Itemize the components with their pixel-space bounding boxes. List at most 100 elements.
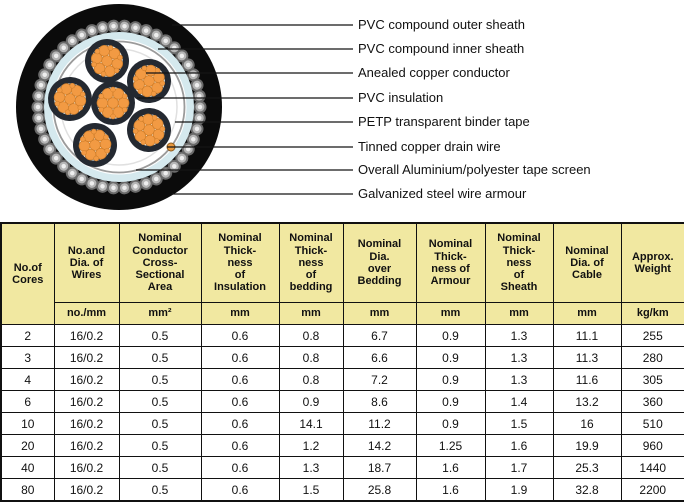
table-cell: 0.6 [200, 324, 280, 347]
table-cell: 0.9 [415, 390, 486, 413]
column-unit-armour-thickness: mm [415, 302, 486, 325]
table-cell: 360 [620, 390, 684, 413]
column-unit-weight: kg/km [620, 302, 684, 325]
table-cell: 13.2 [552, 390, 622, 413]
column-header-weight: Approx. Weight [620, 222, 684, 303]
diagram-label-drain-wire: Tinned copper drain wire [358, 139, 501, 154]
cable-diagram-section: PVC compound outer sheath PVC compound i… [0, 0, 684, 222]
table-cell: 16/0.2 [53, 412, 120, 435]
table-cell: 0.5 [118, 390, 202, 413]
column-header-dia-over-bedding: Nominal Dia. over Bedding [342, 222, 417, 303]
table-cell: 11.1 [552, 324, 622, 347]
column-header-sheath-thickness: Nominal Thick- ness of Sheath [484, 222, 554, 303]
table-cell: 14.1 [278, 412, 344, 435]
table-body: 2 16/0.2 0.5 0.6 0.8 6.7 0.9 1.3 11.1 255 3 16/0.2 0… [0, 324, 684, 502]
column-unit-cable-dia: mm [552, 302, 622, 325]
table-cell: 18.7 [342, 456, 417, 479]
table-cell: 11.3 [552, 346, 622, 369]
table-row: 20 16/0.2 0.5 0.6 1.2 14.2 1.25 1.6 19.9 960 [0, 434, 684, 457]
table-cell: 11.6 [552, 368, 622, 391]
table-cell: 0.8 [278, 346, 344, 369]
table-cell: 0.9 [415, 368, 486, 391]
table-cell: 25.3 [552, 456, 622, 479]
table-cell: 1.3 [484, 324, 554, 347]
table-row: 6 16/0.2 0.5 0.6 0.9 8.6 0.9 1.4 13.2 360 [0, 390, 684, 413]
table-cell: 0.5 [118, 324, 202, 347]
diagram-label-inner-sheath: PVC compound inner sheath [358, 41, 525, 56]
table-cell: 510 [620, 412, 684, 435]
table-cell: 10 [0, 412, 55, 435]
table-cell: 0.6 [200, 478, 280, 502]
table-cell: 1.6 [484, 434, 554, 457]
table-cell: 2 [0, 324, 55, 347]
table-cell: 255 [620, 324, 684, 347]
table-cell: 0.9 [278, 390, 344, 413]
table-cell: 4 [0, 368, 55, 391]
table-cell: 1440 [620, 456, 684, 479]
table-cell: 11.2 [342, 412, 417, 435]
column-unit-cross-section: mm² [118, 302, 202, 325]
table-cell: 1.25 [415, 434, 486, 457]
table-cell: 0.6 [200, 390, 280, 413]
table-cell: 16/0.2 [53, 346, 120, 369]
table-cell: 1.3 [484, 368, 554, 391]
table-cell: 1.5 [278, 478, 344, 502]
column-header-armour-thickness: Nominal Thick- ness of Armour [415, 222, 486, 303]
table-cell: 6.6 [342, 346, 417, 369]
table-cell: 960 [620, 434, 684, 457]
column-unit-dia-over-bedding: mm [342, 302, 417, 325]
table-cell: 7.2 [342, 368, 417, 391]
table-cell: 0.8 [278, 368, 344, 391]
table-cell: 14.2 [342, 434, 417, 457]
column-unit-wires: no./mm [53, 302, 120, 325]
units-row: no./mm mm² mm mm mm mm mm mm kg/km [1, 302, 684, 325]
table-cell: 0.9 [415, 324, 486, 347]
table-cell: 1.3 [278, 456, 344, 479]
table-cell: 0.5 [118, 346, 202, 369]
table-cell: 0.6 [200, 456, 280, 479]
table-row: 3 16/0.2 0.5 0.6 0.8 6.6 0.9 1.3 11.3 280 [0, 346, 684, 369]
table-cell: 305 [620, 368, 684, 391]
table-cell: 0.6 [200, 368, 280, 391]
column-header-cable-dia: Nominal Dia. of Cable [552, 222, 622, 303]
table-cell: 32.8 [552, 478, 622, 502]
table-row: 2 16/0.2 0.5 0.6 0.8 6.7 0.9 1.3 11.1 255 [0, 324, 684, 347]
table-cell: 1.6 [415, 478, 486, 502]
column-header-insulation-thickness: Nominal Thick- ness of Insulation [200, 222, 280, 303]
table-cell: 16/0.2 [53, 324, 120, 347]
leader-lines [136, 24, 353, 195]
table-cell: 0.8 [278, 324, 344, 347]
column-header-cores: No.of Cores [0, 222, 55, 325]
table-cell: 16/0.2 [53, 456, 120, 479]
table-cell: 16/0.2 [53, 478, 120, 502]
table-cell: 0.5 [118, 456, 202, 479]
column-header-cross-section: Nominal Conductor Cross- Sectional Area [118, 222, 202, 303]
diagram-label-binder-tape: PETP transparent binder tape [358, 114, 530, 129]
table-row: 40 16/0.2 0.5 0.6 1.3 18.7 1.6 1.7 25.3 1440 [0, 456, 684, 479]
column-header-bedding-thickness: Nominal Thick- ness of bedding [278, 222, 344, 303]
table-cell: 0.5 [118, 434, 202, 457]
column-unit-sheath-thickness: mm [484, 302, 554, 325]
diagram-label-armour: Galvanized steel wire armour [358, 186, 527, 201]
table-cell: 8.6 [342, 390, 417, 413]
table-cell: 2200 [620, 478, 684, 502]
table-cell: 40 [0, 456, 55, 479]
table-cell: 0.9 [415, 412, 486, 435]
steel-wire-armour [31, 19, 207, 195]
table-cell: 20 [0, 434, 55, 457]
table-cell: 16/0.2 [53, 390, 120, 413]
diagram-label-insulation: PVC insulation [358, 90, 444, 105]
table-cell: 0.6 [200, 434, 280, 457]
column-header-wires: No.and Dia. of Wires [53, 222, 120, 303]
cable-cross-section-diagram [16, 4, 353, 210]
table-cell: 1.5 [484, 412, 554, 435]
table-cell: 16 [552, 412, 622, 435]
diagram-label-conductor: Anealed copper conductor [358, 65, 510, 80]
table-cell: 16/0.2 [53, 434, 120, 457]
specs-table: No.of Cores No.and Dia. of Wires Nominal… [0, 222, 684, 502]
table-cell: 16/0.2 [53, 368, 120, 391]
table-cell: 1.6 [415, 456, 486, 479]
diagram-label-tape-screen: Overall Aluminium/polyester tape screen [358, 162, 591, 177]
table-cell: 25.8 [342, 478, 417, 502]
table-row: 4 16/0.2 0.5 0.6 0.8 7.2 0.9 1.3 11.6 305 [0, 368, 684, 391]
